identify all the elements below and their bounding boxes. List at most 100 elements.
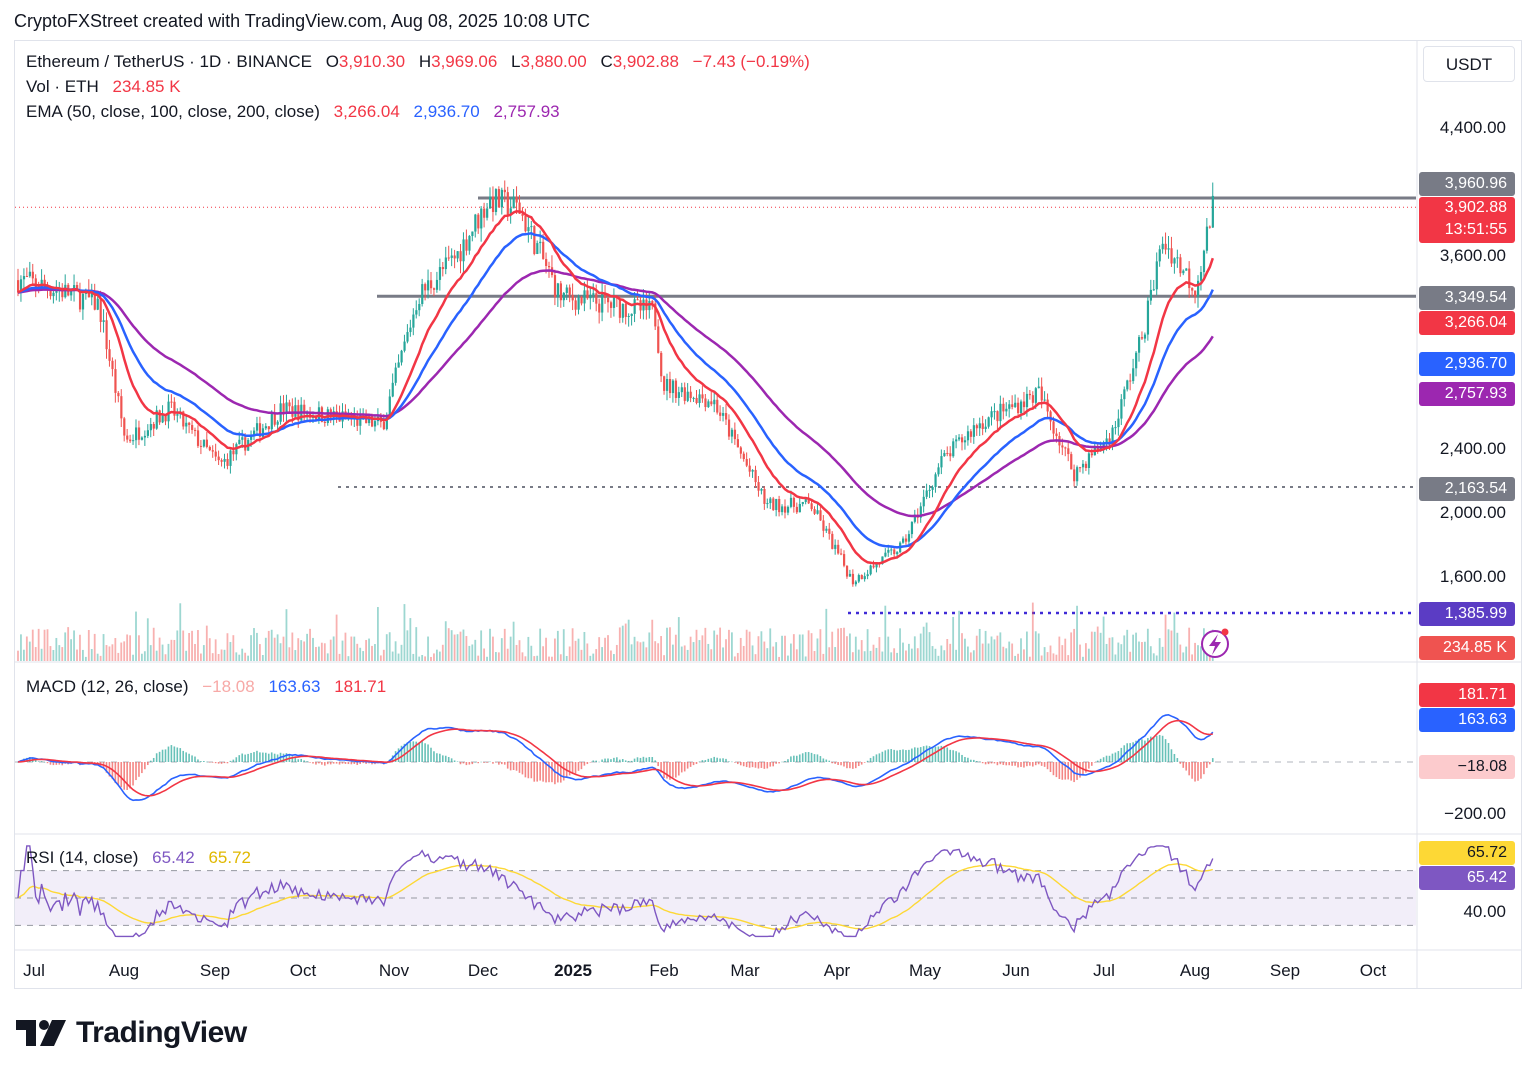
macd-histogram-bar: [235, 757, 238, 762]
volume-bar: [902, 642, 904, 661]
volume-bar: [492, 636, 494, 661]
candle-body: [937, 467, 940, 475]
macd-histogram-bar: [1167, 742, 1170, 762]
macd-histogram-bar: [616, 757, 618, 762]
volume-bar: [807, 630, 810, 661]
macd-histogram-bar: [869, 757, 872, 762]
macd-histogram-bar: [860, 762, 863, 765]
low-label: L: [511, 52, 521, 71]
rsi-legend[interactable]: RSI (14, close) 65.42 65.72: [26, 848, 254, 868]
volume-bar: [309, 628, 311, 661]
volume-bar: [1082, 656, 1084, 661]
macd-histogram-bar: [1079, 762, 1081, 778]
candle-body: [199, 445, 203, 447]
candle-body: [223, 458, 226, 462]
volume-bar: [969, 652, 972, 661]
candle-body: [1152, 289, 1155, 291]
volume-bar: [1031, 602, 1034, 661]
volume-bar: [453, 634, 456, 661]
macd-histogram-bar: [793, 755, 795, 762]
volume-bar: [84, 656, 87, 661]
volume-bar: [46, 629, 49, 661]
volume-bar: [76, 649, 78, 661]
candle-body: [745, 459, 748, 466]
currency-button[interactable]: USDT: [1423, 46, 1515, 82]
volume-bar: [220, 649, 223, 661]
ema200-line: [17, 269, 1214, 518]
candle-body: [589, 294, 592, 299]
volume-legend[interactable]: Vol · ETH 234.85 K: [26, 77, 184, 97]
volume-bar: [790, 643, 792, 661]
macd-histogram-bar: [512, 762, 515, 771]
candle-body: [562, 292, 565, 301]
macd-histogram-bar: [256, 750, 258, 762]
candle-body: [786, 506, 790, 513]
candle-body: [1167, 248, 1170, 250]
volume-bar: [173, 639, 176, 661]
symbol-name[interactable]: Ethereum / TetherUS · 1D · BINANCE: [26, 52, 312, 71]
volume-bar: [798, 634, 801, 661]
volume-bar: [910, 648, 913, 661]
macd-histogram-bar: [58, 762, 61, 765]
macd-histogram-bar: [477, 762, 479, 764]
volume-bar: [40, 648, 43, 661]
volume-bar: [259, 644, 261, 661]
macd-histogram-bar: [315, 762, 317, 765]
candle-body: [887, 549, 890, 553]
candle-body: [1070, 454, 1073, 470]
macd-histogram-bar: [1043, 762, 1046, 767]
macd-histogram-bar: [1152, 737, 1155, 762]
candle-body: [217, 456, 220, 461]
volume-bar: [506, 648, 509, 661]
volume-bar: [347, 656, 350, 661]
macd-histogram-bar: [1170, 749, 1173, 762]
candle-body: [1138, 337, 1141, 353]
volume-bar: [379, 655, 382, 661]
macd-histogram-bar: [905, 750, 907, 762]
volume-bar: [739, 637, 742, 661]
candle-body: [152, 424, 155, 429]
x-axis-label: Jul: [1093, 961, 1115, 980]
candle-body: [825, 528, 828, 531]
volume-bar: [822, 653, 825, 661]
macd-histogram-bar: [129, 762, 131, 789]
volume-bar: [303, 641, 306, 661]
macd-histogram-bar: [1158, 735, 1161, 762]
candle-body: [188, 422, 191, 426]
volume-bar: [503, 628, 506, 661]
ema-legend[interactable]: EMA (50, close, 100, close, 200, close) …: [26, 102, 563, 122]
candle-body: [1194, 290, 1197, 297]
macd-histogram-bar: [152, 757, 155, 762]
ema200-value: 2,757.93: [493, 102, 560, 121]
macd-histogram-bar: [787, 759, 789, 762]
macd-histogram-bar: [335, 762, 338, 764]
candle-body: [400, 350, 403, 363]
macd-histogram-bar: [925, 745, 928, 762]
candle-body: [486, 208, 489, 218]
candle-body: [427, 280, 430, 291]
candle-body: [43, 279, 46, 287]
volume-bar: [486, 656, 488, 661]
candle-body: [226, 458, 229, 466]
volume-bar: [43, 629, 46, 661]
macd-histogram-bar: [1005, 762, 1008, 766]
macd-histogram-bar: [244, 754, 246, 762]
volume-bar: [1146, 628, 1149, 661]
volume-bar: [701, 635, 704, 661]
volume-bar: [875, 647, 878, 661]
candle-body: [1129, 380, 1132, 382]
macd-histogram-bar: [270, 752, 273, 762]
macd-histogram-bar: [633, 758, 636, 762]
tradingview-logo[interactable]: TradingView: [16, 1016, 247, 1050]
candle-body: [736, 439, 739, 448]
volume-bar: [837, 628, 839, 661]
volume-bar: [438, 651, 441, 661]
macd-histogram-bar: [557, 762, 559, 783]
candle-body: [719, 412, 722, 416]
macd-histogram-bar: [934, 746, 937, 762]
macd-legend[interactable]: MACD (12, 26, close) −18.08 163.63 181.7…: [26, 677, 389, 697]
x-axis-label: Oct: [1359, 961, 1387, 980]
macd-histogram-bar: [554, 762, 556, 785]
macd-histogram-bar: [763, 762, 766, 769]
